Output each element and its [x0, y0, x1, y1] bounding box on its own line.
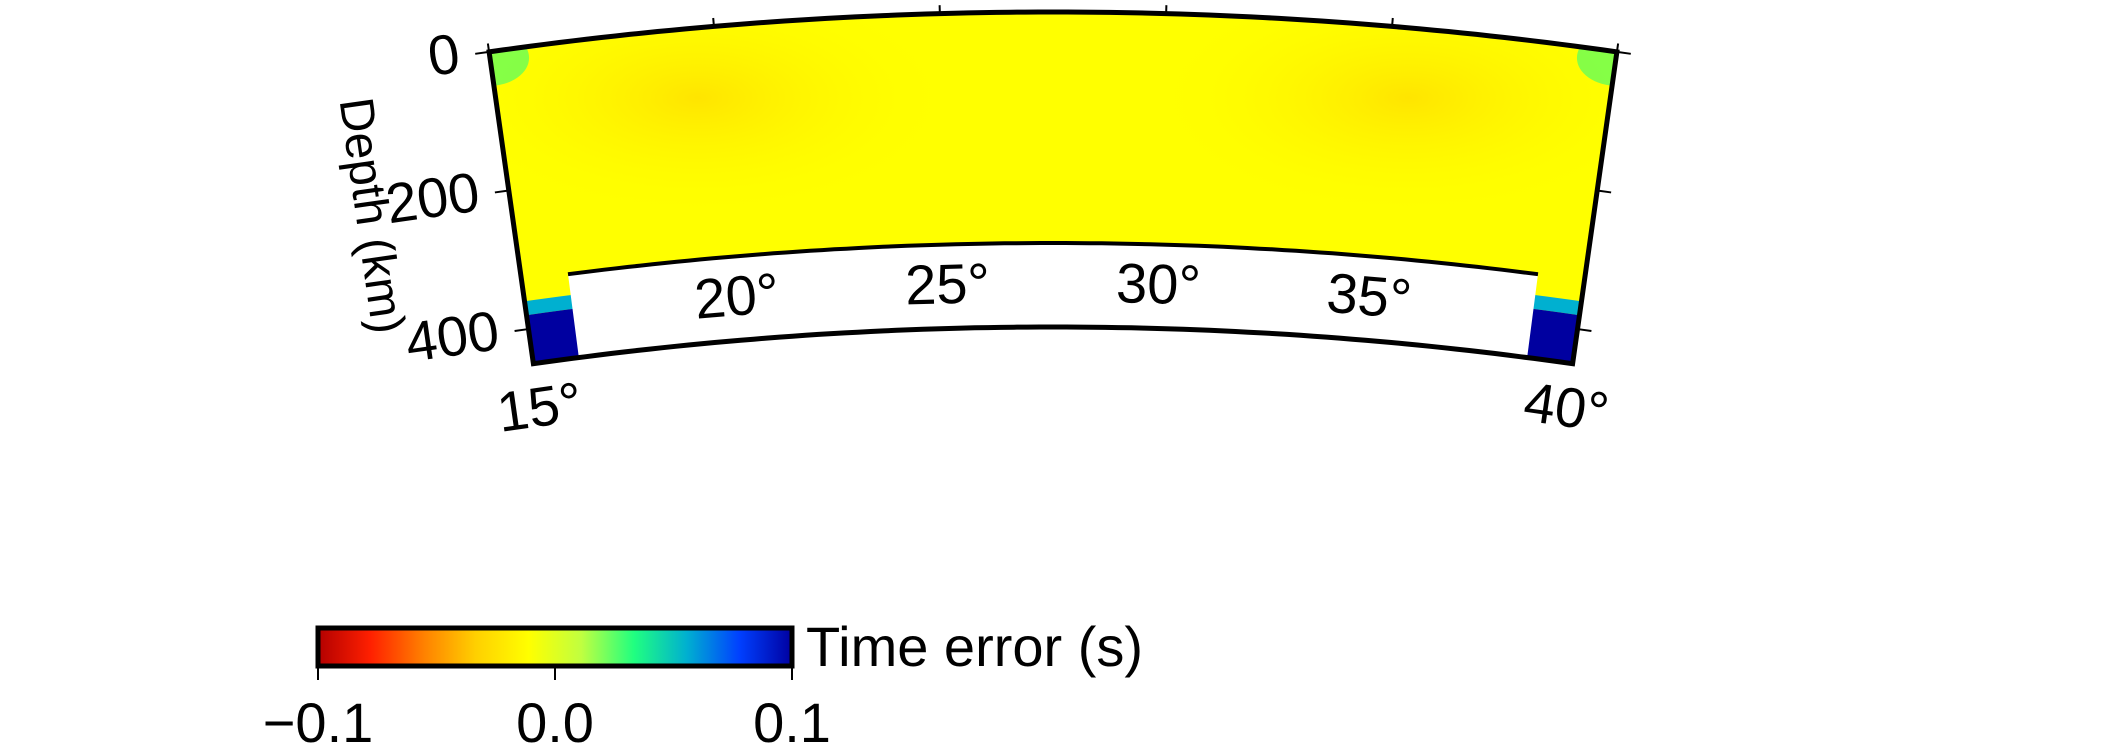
y-tick	[514, 328, 529, 333]
colorbar-tick-label: −0.1	[263, 691, 374, 745]
colorbar-label: Time error (s)	[806, 615, 1143, 678]
y-tick-label: 200	[382, 160, 483, 236]
x-tick-label: 15°	[493, 370, 586, 444]
x-tick-top	[712, 17, 715, 27]
colorbar-tick-label: 0.1	[753, 691, 831, 745]
y-tick-right	[1577, 328, 1592, 333]
y-tick-label: 400	[402, 298, 503, 374]
x-tick-top	[1615, 43, 1620, 52]
x-tick-label: 30°	[1115, 251, 1201, 316]
colorbar-gradient	[315, 625, 795, 669]
below-section-blank	[568, 243, 1538, 361]
x-tick-label: 40°	[1520, 370, 1613, 444]
x-tick-label: 35°	[1324, 261, 1414, 331]
inner-boundary-line	[567, 241, 1539, 277]
y-tick-right	[1616, 50, 1631, 55]
y-tick-right	[1597, 189, 1612, 194]
y-tick-label: 0	[424, 21, 464, 88]
colorbar: Time error (s) −0.1 0.0 0.1	[263, 615, 1143, 745]
x-axis: 15° 20° 25° 30° 35° 40°	[486, 5, 1620, 444]
y-tick	[475, 50, 490, 55]
colorbar-tick-label: 0.0	[516, 691, 594, 745]
x-tick-label: 20°	[692, 261, 782, 331]
section-outline	[486, 9, 1620, 367]
x-tick-label: 25°	[904, 251, 990, 316]
x-tick-top	[486, 43, 491, 52]
x-tick-top	[1391, 17, 1394, 27]
y-tick	[494, 189, 509, 194]
colorbar-ticks: −0.1 0.0 0.1	[263, 666, 831, 745]
